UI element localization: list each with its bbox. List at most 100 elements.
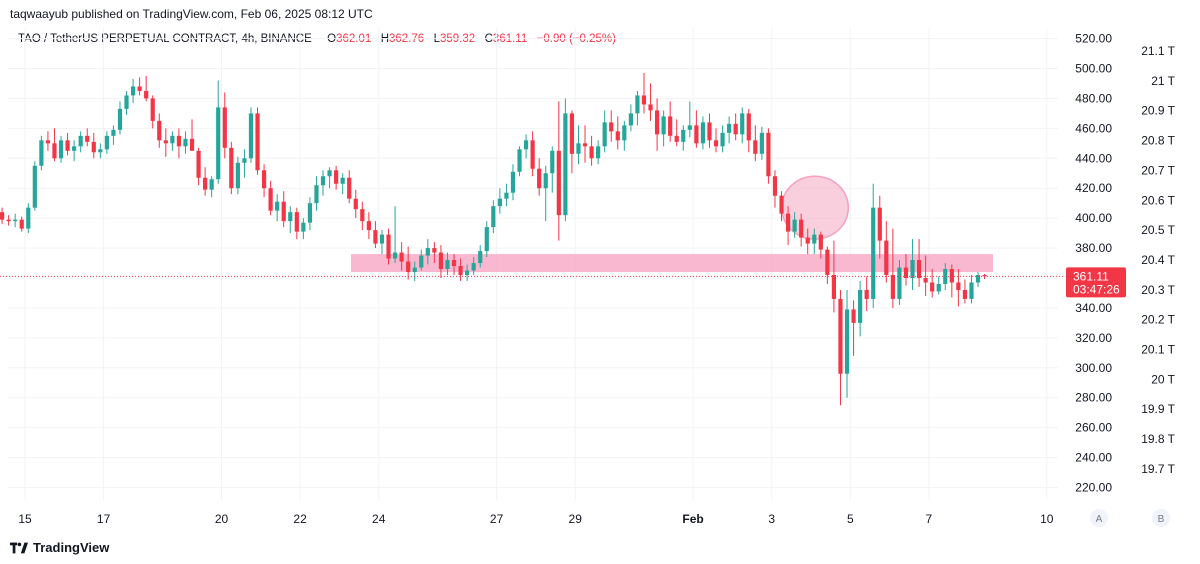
candle-body (379, 234, 385, 244)
candle-body (144, 90, 149, 99)
candle (785, 206, 791, 246)
candle (294, 207, 299, 240)
candle-body (465, 270, 470, 276)
candle-body (838, 298, 843, 374)
candle (261, 164, 267, 198)
candle-body (831, 275, 837, 299)
candle (877, 195, 882, 259)
candle-body (72, 146, 77, 151)
candle-body (844, 309, 850, 374)
candle-body (982, 275, 987, 277)
candle (242, 149, 247, 178)
candle (235, 156, 240, 195)
candle-body (851, 309, 856, 323)
candle-body (78, 135, 83, 147)
candle (458, 258, 463, 281)
candle-body (517, 149, 522, 172)
candle (65, 132, 70, 156)
candle-body (91, 141, 96, 153)
candle (596, 140, 601, 165)
candle-body (759, 132, 764, 154)
candle (196, 147, 201, 186)
candle-body (386, 234, 391, 259)
log-scale-button-label: B (1158, 514, 1165, 525)
candle-body (65, 140, 70, 151)
candle-body (157, 120, 162, 141)
candle (229, 141, 234, 195)
candle-body (556, 150, 561, 216)
candle-body (576, 143, 581, 154)
candle-body (471, 263, 476, 271)
candle (890, 228, 895, 308)
time-tick-label: 17 (97, 512, 111, 526)
candle (740, 107, 745, 144)
price-tick-label: 340.00 (1075, 301, 1112, 315)
candle-body (39, 140, 44, 166)
time-tick-label: 5 (847, 512, 854, 526)
log-scale-button[interactable]: B (1152, 509, 1170, 527)
secondary-tick-label: 20.9 T (1141, 104, 1175, 118)
candle-body (923, 278, 928, 283)
candle-body (648, 104, 653, 111)
support-zone[interactable] (351, 254, 993, 273)
candle (648, 83, 653, 121)
candle-body (596, 146, 601, 159)
candle (465, 264, 470, 281)
candle (445, 252, 450, 276)
time-axis[interactable]: 15 17 20 22 24 27 29 Feb 3 5 7 10 (18, 512, 1053, 526)
candle-body (543, 173, 548, 189)
candle-body (307, 203, 313, 223)
secondary-tick-label: 20.8 T (1141, 134, 1175, 148)
candle (654, 98, 660, 151)
time-tick-label: 20 (215, 512, 229, 526)
candle (727, 116, 732, 144)
candle (609, 110, 614, 142)
candle (58, 135, 64, 163)
candle (969, 275, 974, 304)
auto-scale-button[interactable]: A (1090, 509, 1108, 527)
candle (746, 108, 751, 153)
candle (451, 254, 457, 276)
time-tick-label: 22 (293, 512, 307, 526)
candle (150, 95, 155, 129)
candle (720, 125, 725, 153)
candle (504, 183, 509, 207)
candle-body (504, 192, 509, 199)
auto-scale-button-bg (1090, 509, 1108, 527)
price-tick-label: 420.00 (1075, 181, 1112, 195)
candle-body (641, 95, 647, 105)
secondary-axis[interactable]: 21.1 T 21 T 20.9 T 20.8 T 20.7 T 20.6 T 20.5 T… (1141, 44, 1175, 476)
candle (203, 167, 208, 196)
time-tick-label: Feb (682, 512, 703, 526)
candle-body (353, 198, 358, 210)
price-tag-countdown: 03:47:26 (1073, 282, 1120, 296)
candle (930, 269, 935, 298)
candle (0, 207, 5, 225)
price-tick-label: 380.00 (1075, 241, 1112, 255)
price-tick-label: 520.00 (1075, 32, 1112, 46)
highlight-circle[interactable] (780, 175, 850, 240)
candle-body (327, 170, 332, 177)
candle (582, 125, 588, 163)
candle (412, 261, 417, 281)
candle (884, 221, 889, 283)
price-axis[interactable]: 520.00 500.00 480.00 460.00 440.00 420.00 400.… (1075, 32, 1112, 495)
candle (858, 280, 863, 337)
candle (163, 128, 168, 157)
candle (766, 128, 771, 184)
candle (183, 131, 188, 154)
candle-body (700, 122, 706, 144)
candle-body (550, 150, 555, 174)
candle-body (85, 135, 90, 142)
candle (753, 125, 758, 162)
tradingview-brand[interactable]: TradingView (10, 540, 109, 555)
price-tick-label: 300.00 (1075, 361, 1112, 375)
time-tick-label: 7 (926, 512, 933, 526)
candle (700, 116, 706, 150)
candle (903, 254, 909, 286)
time-tick-label: 27 (490, 512, 504, 526)
candle-body (785, 213, 791, 232)
candle (478, 245, 483, 268)
